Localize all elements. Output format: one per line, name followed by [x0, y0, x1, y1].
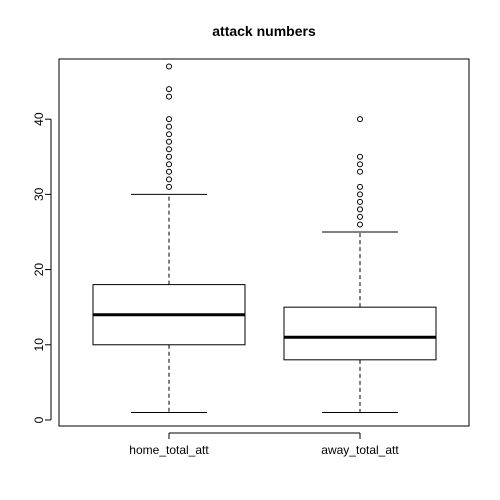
- outlier-point: [166, 138, 172, 145]
- plot-frame: [58, 58, 470, 427]
- outlier-point: [166, 176, 172, 183]
- outlier-point: [166, 86, 172, 93]
- outlier-point: [357, 161, 363, 168]
- y-tick-label: 40: [32, 112, 46, 126]
- outlier-point: [357, 183, 363, 190]
- outlier-point: [166, 146, 172, 153]
- y-tick-label: 20: [32, 263, 46, 277]
- x-axis: home_total_att away_total_att: [129, 432, 399, 457]
- outlier-point: [166, 153, 172, 160]
- x-tick-label: away_total_att: [321, 443, 399, 457]
- outlier-point: [166, 63, 172, 70]
- box-away_total_att: [283, 116, 437, 413]
- box-home_total_att: [92, 63, 246, 413]
- chart-title: attack numbers: [212, 23, 316, 39]
- iqr-box: [283, 306, 437, 361]
- outlier-point: [357, 191, 363, 198]
- x-tick-label: home_total_att: [129, 443, 209, 457]
- outlier-point: [357, 168, 363, 175]
- outlier-point: [166, 131, 172, 138]
- boxes-group: [92, 63, 437, 413]
- outlier-point: [166, 123, 172, 130]
- outlier-point: [357, 213, 363, 220]
- y-tick-label: 0: [32, 416, 46, 423]
- outlier-point: [357, 116, 363, 123]
- outlier-point: [166, 168, 172, 175]
- outlier-point: [166, 183, 172, 190]
- y-axis: 0 10 20 30 40: [32, 112, 52, 423]
- outlier-point: [357, 221, 363, 228]
- y-tick-label: 10: [32, 338, 46, 352]
- outlier-point: [357, 198, 363, 205]
- outlier-point: [166, 93, 172, 100]
- outlier-point: [357, 153, 363, 160]
- outlier-point: [357, 206, 363, 213]
- outlier-point: [166, 116, 172, 123]
- y-tick-label: 30: [32, 187, 46, 201]
- outlier-point: [166, 161, 172, 168]
